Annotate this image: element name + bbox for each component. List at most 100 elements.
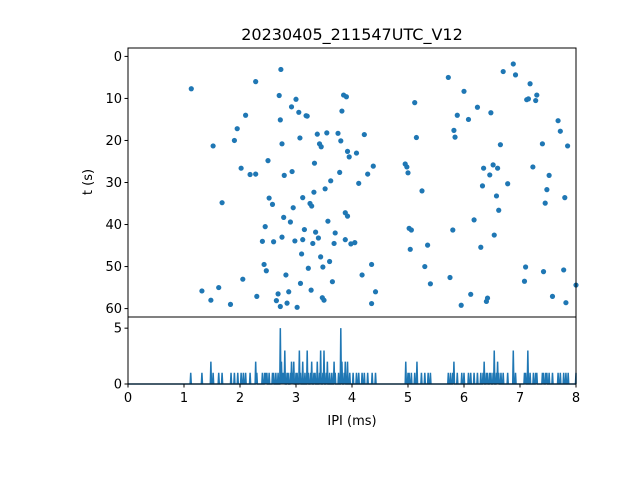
raster-point	[465, 116, 472, 123]
histogram-x-tick-label: 3	[292, 391, 300, 406]
raster-point	[454, 112, 460, 118]
raster-point	[557, 128, 563, 134]
raster-point	[496, 207, 502, 213]
raster-point	[488, 110, 494, 116]
raster-point	[361, 131, 367, 138]
raster-point	[231, 137, 237, 144]
raster-point	[352, 240, 358, 246]
raster-y-ticks: 0 10 20 30 40 50 60	[105, 50, 128, 317]
raster-points	[188, 61, 579, 310]
raster-point	[318, 144, 324, 150]
raster-point	[534, 92, 540, 98]
raster-point	[497, 142, 503, 148]
raster-point	[243, 112, 249, 118]
raster-point	[311, 189, 317, 195]
raster-point	[408, 227, 414, 233]
raster-point	[286, 289, 292, 295]
raster-point	[263, 268, 269, 274]
raster-point	[321, 297, 327, 303]
raster-point	[425, 242, 431, 248]
raster-point	[542, 200, 548, 206]
raster-point	[253, 79, 259, 85]
raster-point	[240, 276, 246, 282]
raster-point	[292, 238, 298, 244]
raster-point	[353, 150, 360, 156]
raster-point	[308, 287, 314, 293]
raster-point	[300, 237, 306, 243]
raster-point	[344, 148, 351, 154]
raster-point	[310, 240, 316, 247]
raster-point	[500, 68, 506, 75]
raster-point	[289, 168, 295, 175]
raster-point	[407, 246, 413, 252]
raster-point	[219, 200, 225, 206]
raster-y-tick-label: 40	[105, 218, 122, 233]
raster-point	[505, 181, 511, 187]
raster-point	[279, 234, 285, 240]
raster-point	[555, 118, 561, 124]
raster-point	[273, 298, 279, 304]
histogram-x-ticks: 0 1 2 3 4 5 6 7 8	[124, 384, 580, 406]
raster-point	[481, 165, 487, 171]
raster-point	[329, 279, 335, 285]
raster-point	[461, 88, 467, 94]
raster-point	[259, 238, 265, 244]
raster-point	[521, 278, 528, 284]
raster-point	[297, 135, 303, 141]
raster-point	[359, 272, 365, 278]
raster-point	[261, 261, 267, 268]
raster-point	[315, 235, 321, 241]
raster-point	[549, 293, 556, 299]
raster-point	[335, 130, 341, 136]
raster-point	[253, 171, 259, 177]
raster-point	[540, 269, 547, 275]
raster-point	[318, 254, 324, 260]
raster-point	[447, 274, 453, 281]
raster-point	[320, 264, 326, 270]
raster-point	[288, 104, 295, 110]
raster-point	[281, 172, 287, 178]
raster-point	[490, 162, 496, 168]
raster-point	[474, 104, 481, 110]
raster-y-tick-label: 50	[105, 260, 122, 275]
raster-point	[332, 230, 338, 236]
raster-point	[208, 297, 214, 303]
raster-point	[369, 300, 375, 307]
raster-point	[338, 138, 344, 144]
raster-point	[348, 241, 354, 247]
raster-point	[337, 169, 343, 176]
raster-point	[479, 183, 486, 189]
raster-point	[405, 170, 411, 176]
raster-point	[458, 302, 464, 308]
histogram-x-tick-label: 8	[572, 391, 580, 406]
raster-point	[262, 224, 268, 230]
raster-point	[346, 154, 352, 160]
raster-point	[343, 94, 349, 100]
raster-y-tick-label: 0	[114, 50, 122, 65]
raster-point	[265, 158, 271, 164]
raster-point	[313, 229, 319, 235]
raster-point	[530, 164, 536, 170]
raster-point	[510, 61, 516, 67]
raster-point	[412, 100, 418, 106]
raster-point	[300, 195, 306, 201]
raster-point	[562, 195, 568, 201]
raster-plot: 0 10 20 30 40 50 60 20230405_211547UTC_V12 t (…	[81, 25, 579, 318]
histogram-frame	[127, 316, 577, 385]
raster-point	[271, 239, 277, 245]
raster-point	[199, 288, 205, 294]
raster-point	[293, 96, 299, 102]
raster-point	[216, 284, 222, 291]
raster-point	[281, 214, 287, 220]
histogram-y-ticks: 05	[114, 322, 128, 393]
raster-point	[365, 171, 371, 177]
raster-point	[314, 131, 320, 137]
raster-point	[478, 244, 484, 250]
histogram-x-axis-label: IPI (ms)	[327, 414, 376, 429]
raster-point	[544, 187, 550, 193]
raster-point	[284, 300, 290, 306]
raster-point	[328, 178, 334, 184]
raster-point	[327, 258, 333, 265]
raster-point	[487, 172, 493, 178]
